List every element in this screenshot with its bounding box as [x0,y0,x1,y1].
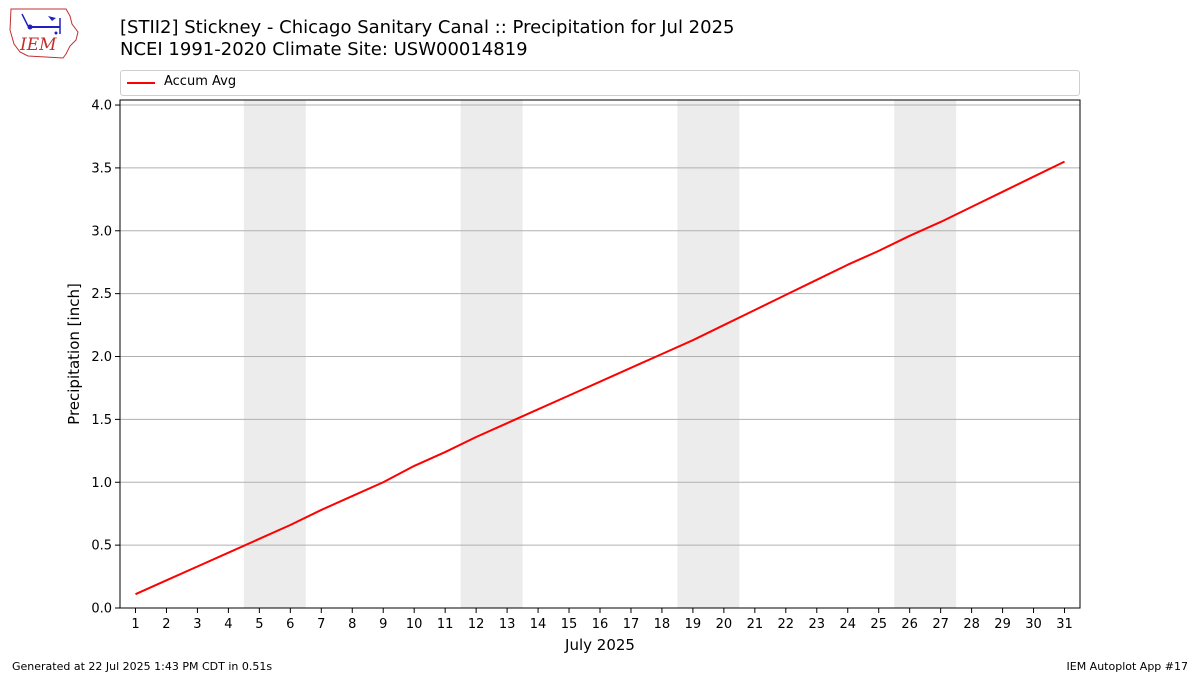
x-tick-label-11: 12 [468,617,485,632]
grid-lines [120,104,1080,546]
x-tick-label-20: 21 [747,617,764,632]
y-tick-label-7: 3.5 [91,161,112,176]
x-tick-label-3: 4 [224,617,232,632]
y-tick-label-0: 0.0 [91,602,112,617]
series-layer [135,160,1065,596]
chart-title: [STII2] Stickney - Chicago Sanitary Cana… [120,17,735,61]
title-line-2: NCEI 1991-2020 Climate Site: USW00014819 [120,39,528,60]
x-tick-label-25: 26 [901,617,918,632]
x-tick-label-22: 23 [809,617,826,632]
x-tick-label-27: 28 [963,617,980,632]
x-tick-label-10: 11 [437,617,454,632]
y-axis: 0.0 0.5 1.0 1.5 2.0 2.5 3.0 3.5 4.0 [91,99,120,617]
x-tick-label-0: 1 [131,617,139,632]
x-tick-label-4: 5 [255,617,263,632]
x-tick-label-18: 19 [685,617,702,632]
x-tick-label-24: 25 [870,617,887,632]
x-tick-label-9: 10 [406,617,423,632]
x-tick-label-15: 16 [592,617,609,632]
y-tick-label-2: 1.0 [91,476,112,491]
x-tick-label-6: 7 [317,617,325,632]
legend: Accum Avg [120,70,1080,96]
x-tick-label-29: 30 [1025,617,1042,632]
y-tick-label-1: 0.5 [91,539,112,554]
x-tick-label-28: 29 [994,617,1011,632]
footer-app: IEM Autoplot App #17 [1066,660,1189,673]
x-tick-label-14: 15 [561,617,578,632]
x-tick-label-19: 20 [716,617,733,632]
x-axis: 1 2 3 4 5 6 7 8 9 10 11 12 13 14 15 16 17 18 19 20 21 22 23 24 2… [131,608,1073,632]
x-tick-label-13: 14 [530,617,547,632]
x-tick-label-12: 13 [499,617,516,632]
logo-text: IEM [19,35,57,55]
legend-swatch-accum-avg [127,82,155,84]
y-tick-label-4: 2.0 [91,350,112,365]
x-tick-label-26: 27 [932,617,949,632]
y-axis-label: Precipitation [inch] [65,283,83,425]
x-tick-label-16: 17 [623,617,640,632]
x-tick-label-1: 2 [162,617,170,632]
y-tick-label-5: 2.5 [91,287,112,302]
x-tick-label-8: 9 [379,617,387,632]
y-tick-label-6: 3.0 [91,224,112,239]
weekend-band-4 [894,100,957,608]
footer-generated: Generated at 22 Jul 2025 1:43 PM CDT in … [12,660,273,673]
y-tick-label-3: 1.5 [91,413,112,428]
weekend-bands [243,100,957,608]
weekend-band-2 [460,100,523,608]
x-tick-label-5: 6 [286,617,294,632]
iem-logo-icon: IEM [9,8,79,59]
x-tick-label-7: 8 [348,617,356,632]
x-tick-label-21: 22 [778,617,795,632]
x-tick-label-2: 3 [193,617,201,632]
title-line-1: [STII2] Stickney - Chicago Sanitary Cana… [120,17,735,38]
y-tick-label-8: 4.0 [91,99,112,114]
x-tick-label-30: 31 [1056,617,1073,632]
weekend-band-3 [677,100,740,608]
x-tick-label-17: 18 [654,617,671,632]
x-tick-label-23: 24 [839,617,856,632]
legend-label-accum-avg: Accum Avg [164,74,237,89]
x-axis-label: July 2025 [564,636,635,654]
